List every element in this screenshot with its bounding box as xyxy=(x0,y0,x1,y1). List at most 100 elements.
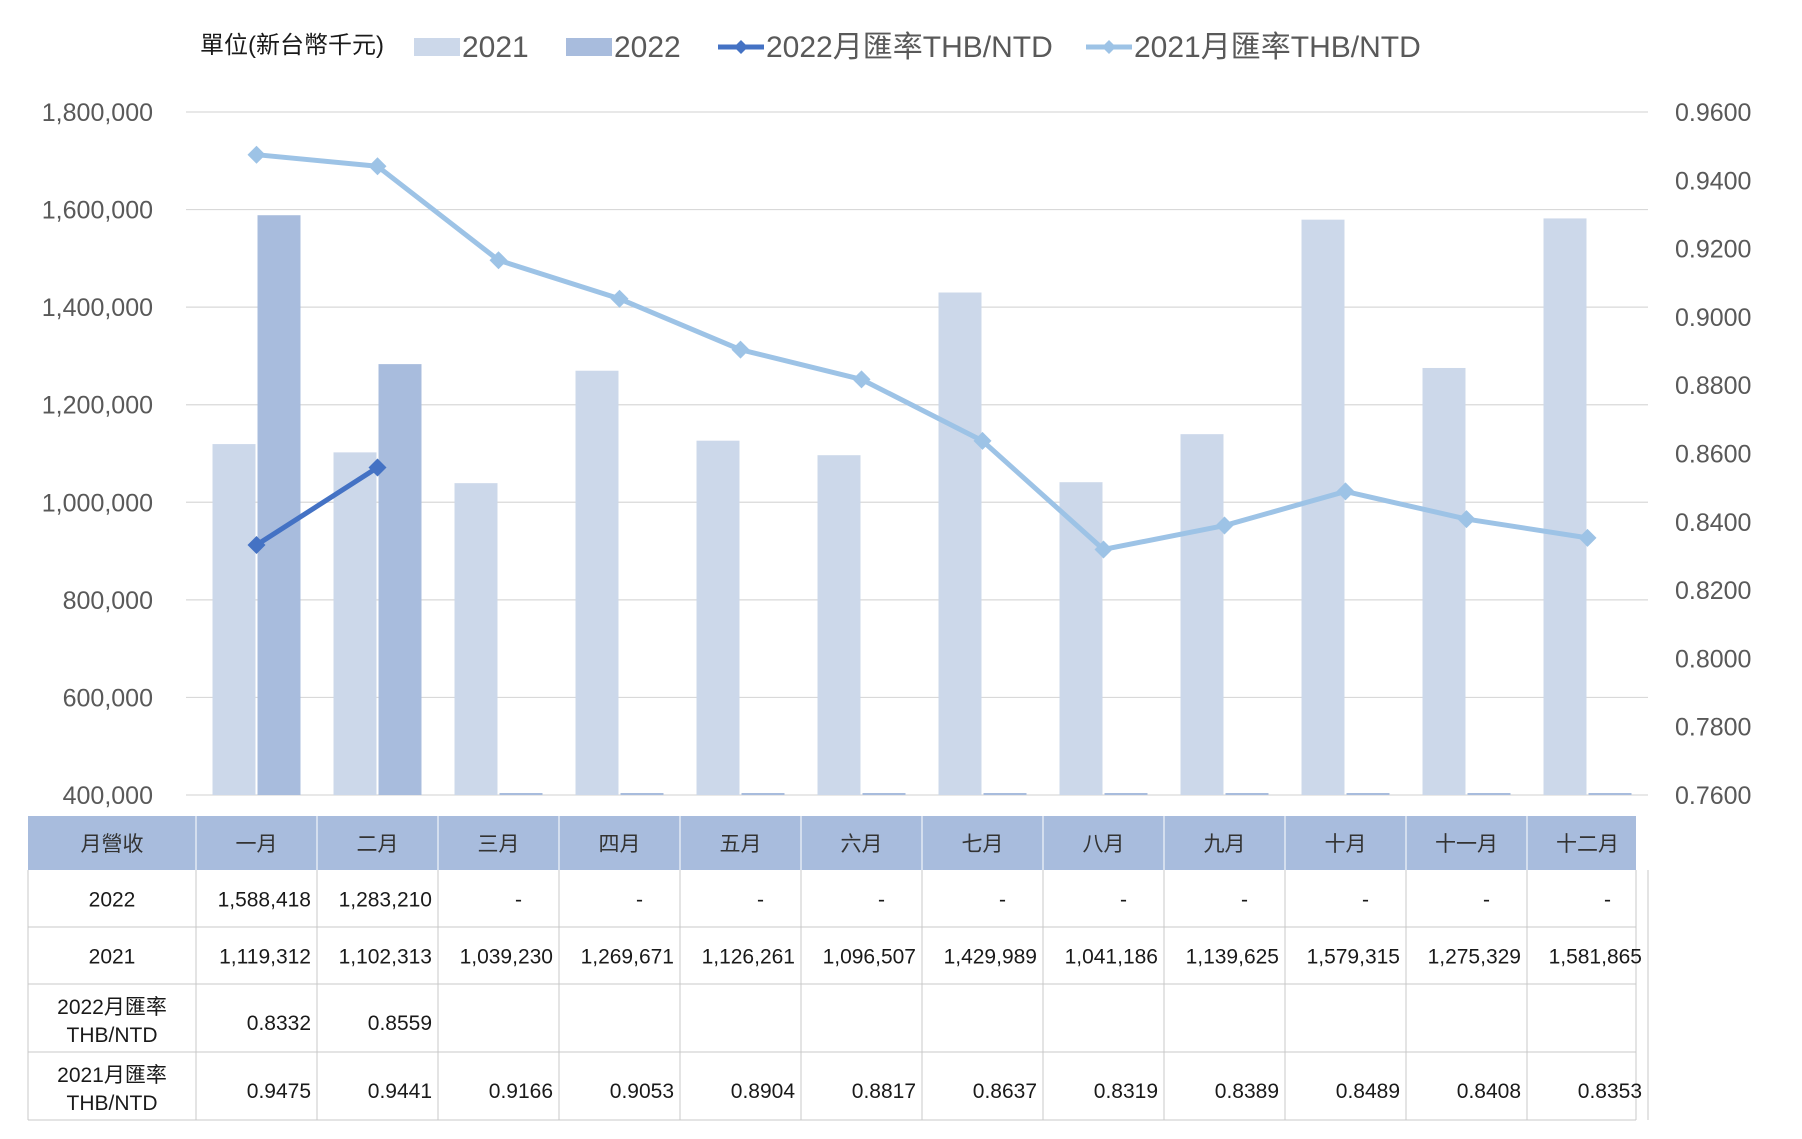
table-cell: 0.8637 xyxy=(973,1080,1037,1103)
table-month-header: 七月 xyxy=(962,833,1004,856)
y-right-tick-label: 0.8400 xyxy=(1675,509,1751,537)
table-cell: 0.9475 xyxy=(247,1080,311,1103)
table-cell: 0.8559 xyxy=(368,1012,432,1035)
bar-2021 xyxy=(575,370,619,795)
table-cell: - xyxy=(1604,889,1611,912)
table-month-header: 十一月 xyxy=(1435,833,1498,856)
table-row-label: 2021 xyxy=(89,946,136,969)
rate-2021-point xyxy=(368,157,387,176)
table-cell: - xyxy=(636,889,643,912)
legend-rate-2022-marker xyxy=(734,40,748,54)
bar-2021 xyxy=(212,444,256,795)
table-cell: 0.9166 xyxy=(489,1080,553,1103)
y-right-tick-label: 0.7800 xyxy=(1675,714,1751,742)
table-cell: 0.8353 xyxy=(1578,1080,1642,1103)
table-cell: 0.8817 xyxy=(852,1080,916,1103)
table-month-header: 十二月 xyxy=(1556,833,1619,856)
y-left-tick-label: 1,000,000 xyxy=(42,489,153,517)
rate-2021-point xyxy=(1457,510,1476,529)
rate-2022-line xyxy=(255,465,379,548)
table-cell: 0.8332 xyxy=(247,1012,311,1035)
table-cell: 0.8389 xyxy=(1215,1080,1279,1103)
table-cell: - xyxy=(757,889,764,912)
bar-2021 xyxy=(454,483,498,795)
table-month-header: 三月 xyxy=(478,833,520,856)
table-cell: 1,429,989 xyxy=(944,946,1037,969)
rate-2021-point xyxy=(489,251,508,270)
table-cell: 1,096,507 xyxy=(823,946,916,969)
y-right-tick-label: 0.7600 xyxy=(1675,782,1751,810)
bar-2021 xyxy=(817,455,861,795)
y-left-tick-label: 1,800,000 xyxy=(42,99,153,127)
table-cell: 0.8319 xyxy=(1094,1080,1158,1103)
rate-2022-point xyxy=(247,536,266,555)
table-cell: - xyxy=(515,889,522,912)
y-left-tick-label: 400,000 xyxy=(63,782,153,810)
table-cell: 1,126,261 xyxy=(702,946,795,969)
rate-2021-point xyxy=(852,370,871,389)
table-cell: 0.8408 xyxy=(1457,1080,1521,1103)
table-cell: 1,039,230 xyxy=(460,946,553,969)
axis-labels: 400,000 600,000 800,000 1,000,000 1,200,000 1… xyxy=(42,99,1752,810)
table-cell: - xyxy=(1483,889,1490,912)
table-cell: 1,119,312 xyxy=(219,946,311,969)
y-right-tick-label: 0.8800 xyxy=(1675,372,1751,400)
y-right-tick-label: 0.8200 xyxy=(1675,577,1751,605)
table-row-label-line: 2021月匯率 xyxy=(57,1064,167,1087)
bar-2021 xyxy=(1301,219,1345,796)
table-cell: 1,275,329 xyxy=(1428,946,1521,969)
table-row-label-line: 2022月匯率 xyxy=(57,996,167,1019)
rate-2022-point xyxy=(368,458,387,477)
legend-label-2021: 2021 xyxy=(462,31,529,64)
bar-2021 xyxy=(1422,367,1466,795)
table-row-label-line: THB/NTD xyxy=(67,1092,158,1115)
rate-2021-point xyxy=(1578,528,1597,547)
table-cell: 0.9441 xyxy=(368,1080,432,1103)
table-month-header: 九月 xyxy=(1204,833,1246,856)
line-series xyxy=(247,145,1597,559)
y-left-tick-label: 800,000 xyxy=(63,587,153,615)
y-left-tick-label: 1,600,000 xyxy=(42,197,153,225)
rate-2021-point xyxy=(1336,482,1355,501)
table-cell: - xyxy=(1120,889,1127,912)
table-cell: - xyxy=(878,889,885,912)
table-cell: 1,588,418 xyxy=(218,889,311,912)
bar-2021 xyxy=(938,292,982,795)
y-left-tick-label: 1,200,000 xyxy=(42,392,153,420)
bar-2022 xyxy=(378,364,422,795)
table-cell: 1,139,625 xyxy=(1186,946,1279,969)
table-month-header: 二月 xyxy=(357,833,399,856)
y-right-tick-label: 0.8000 xyxy=(1675,645,1751,673)
table-row-label: 2022 xyxy=(89,889,136,912)
rate-2021-point xyxy=(1215,516,1234,535)
table-cell: - xyxy=(1241,889,1248,912)
legend-rate-2022-label: 2022月匯率THB/NTD xyxy=(766,31,1053,64)
table-cell: 1,581,865 xyxy=(1549,946,1642,969)
table-cell: - xyxy=(999,889,1006,912)
table-cell: 1,269,671 xyxy=(581,946,674,969)
y-left-tick-label: 1,400,000 xyxy=(42,294,153,322)
legend-rate-2021-label: 2021月匯率THB/NTD xyxy=(1134,31,1421,64)
y-left-tick-label: 600,000 xyxy=(63,684,153,712)
bar-2021 xyxy=(1180,434,1224,795)
table-month-header: 四月 xyxy=(599,833,641,856)
table-cell: 1,102,313 xyxy=(339,946,432,969)
table-cell: - xyxy=(1362,889,1369,912)
unit-label: 單位(新台幣千元) xyxy=(200,32,384,59)
bar-2021 xyxy=(696,440,740,795)
table-cell: 1,041,186 xyxy=(1065,946,1158,969)
legend-swatch-2021 xyxy=(414,38,460,56)
rate-2021-point xyxy=(610,289,629,308)
legend-rate-2021-marker xyxy=(1102,40,1116,54)
table-cell: 1,283,210 xyxy=(339,889,432,912)
table-header-label: 月營收 xyxy=(81,833,144,856)
rate-2021-point xyxy=(247,145,266,164)
bar-2021 xyxy=(333,452,377,795)
y-right-tick-label: 0.9400 xyxy=(1675,167,1751,195)
rate-2021-point xyxy=(731,340,750,359)
rate-2021-point xyxy=(973,431,992,450)
table-cell: 1,579,315 xyxy=(1307,946,1400,969)
bar-2021 xyxy=(1543,218,1587,796)
table-header-row xyxy=(28,816,1636,870)
